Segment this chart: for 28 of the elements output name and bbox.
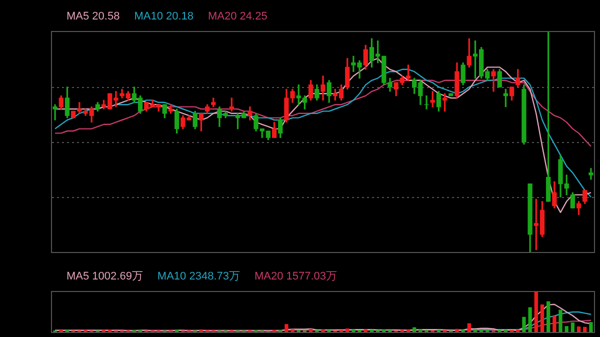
- bar: [522, 316, 526, 332]
- text: MA5 20.58: [66, 10, 120, 23]
- bar: [352, 329, 356, 332]
- bar: [528, 307, 532, 332]
- text: MA20 1577.03万: [254, 270, 338, 283]
- bar: [467, 323, 471, 332]
- bar: [534, 292, 538, 332]
- bar: [308, 328, 313, 332]
- bar: [570, 322, 575, 332]
- bar: [455, 328, 459, 332]
- bar: [284, 324, 288, 332]
- text: MA10 2348.73万: [157, 270, 240, 283]
- bar: [290, 329, 294, 332]
- text: MA10 20.18: [134, 10, 194, 23]
- text: MA5 1002.69万: [66, 270, 143, 283]
- text: MA20 24.25: [208, 10, 268, 23]
- bar: [546, 301, 550, 332]
- bar: [564, 326, 568, 332]
- bar: [552, 316, 556, 332]
- bar: [558, 310, 562, 332]
- bar: [589, 322, 593, 332]
- bar: [418, 329, 422, 332]
- bar: [412, 327, 416, 332]
- bar: [346, 328, 350, 332]
- bar: [583, 326, 587, 332]
- bar: [321, 329, 325, 332]
- bar: [540, 304, 544, 332]
- bar: [576, 326, 581, 332]
